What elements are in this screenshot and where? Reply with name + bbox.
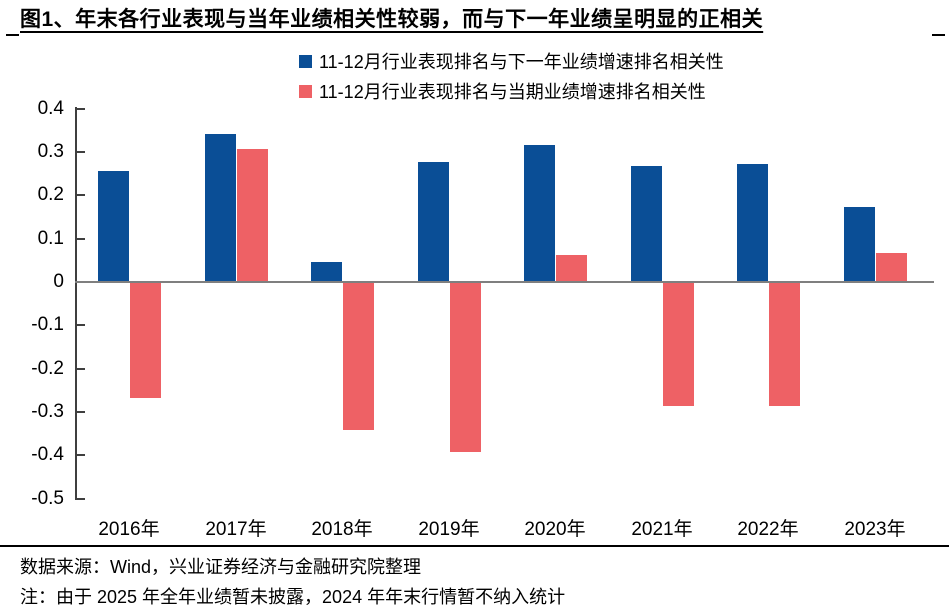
y-axis-tick — [77, 108, 85, 110]
bar-2022年-series1 — [737, 164, 768, 281]
y-axis-tick — [77, 238, 85, 240]
y-axis-tick-label: 0.2 — [37, 184, 64, 205]
bar-2020年-series2 — [556, 255, 587, 281]
x-axis-label: 2016年 — [98, 519, 160, 540]
bar-2018年-series1 — [311, 262, 342, 281]
x-axis-label: 2020年 — [524, 519, 586, 540]
chart-legend: 11-12月行业表现排名与下一年业绩增速排名相关性 11-12月行业表现排名与当期… — [299, 51, 724, 111]
legend-label: 11-12月行业表现排名与下一年业绩增速排名相关性 — [319, 52, 724, 72]
right-edge-rule — [932, 34, 945, 36]
bar-2018年-series2 — [343, 283, 374, 430]
bar-chart-plot: 0.4 0.3 0.2 0.1 0 -0.1 -0.2 -0.3 -0.4 -0.5 2016年 20… — [31, 98, 934, 540]
y-axis-tick — [77, 411, 85, 413]
y-axis-tick-label: 0.1 — [37, 228, 64, 249]
x-axis-label: 2021年 — [631, 519, 693, 540]
y-axis-tick — [77, 368, 85, 370]
y-axis-tick-label: -0.5 — [31, 488, 64, 509]
zero-baseline — [75, 281, 934, 283]
x-axis-label: 2018年 — [311, 519, 373, 540]
bar-2023年-series2 — [876, 253, 907, 281]
y-axis-tick-label: -0.3 — [31, 401, 64, 422]
x-axis-label: 2019年 — [418, 519, 480, 540]
bar-2023年-series1 — [844, 207, 875, 281]
bar-2016年-series2 — [130, 283, 161, 398]
y-axis-tick — [77, 151, 85, 153]
y-axis-tick-label: 0 — [53, 271, 64, 292]
y-axis-tick — [77, 194, 85, 196]
bar-2019年-series1 — [418, 162, 449, 281]
y-axis-tick-label: -0.4 — [31, 444, 64, 465]
y-axis-tick — [77, 324, 85, 326]
legend-item: 11-12月行业表现排名与下一年业绩增速排名相关性 — [299, 51, 724, 72]
y-axis-tick-label: -0.1 — [31, 314, 64, 335]
y-axis-tick-label: 0.3 — [37, 141, 64, 162]
bar-2020年-series1 — [524, 145, 555, 281]
legend-label: 11-12月行业表现排名与当期业绩增速排名相关性 — [319, 82, 706, 102]
left-edge-rule — [6, 34, 19, 36]
bar-2016年-series1 — [98, 171, 129, 281]
x-axis-label: 2017年 — [205, 519, 267, 540]
figure-title: 图1、年末各行业表现与当年业绩相关性较弱，而与下一年业绩呈明显的正相关 — [20, 8, 764, 31]
y-axis-tick — [77, 498, 85, 500]
footnote-text: 注：由于 2025 年全年业绩暂未披露，2024 年年末行情暂不纳入统计 — [20, 587, 566, 607]
bar-2017年-series2 — [237, 149, 268, 281]
legend-swatch-icon — [299, 84, 312, 98]
y-axis-line — [75, 107, 77, 500]
data-source-text: 数据来源：Wind，兴业证券经济与金融研究院整理 — [20, 557, 422, 577]
x-axis-label: 2023年 — [844, 519, 906, 540]
y-axis-tick-label: -0.2 — [31, 358, 64, 379]
y-axis-tick — [77, 454, 85, 456]
bar-2022年-series2 — [769, 283, 800, 406]
x-axis-label: 2022年 — [737, 519, 799, 540]
legend-item: 11-12月行业表现排名与当期业绩增速排名相关性 — [299, 81, 724, 102]
footer-divider — [0, 545, 949, 547]
legend-swatch-icon — [299, 54, 312, 68]
y-axis-tick-label: 0.4 — [37, 98, 64, 119]
bar-2017年-series1 — [205, 134, 236, 281]
bar-2021年-series1 — [631, 166, 662, 281]
bar-2021年-series2 — [663, 283, 694, 406]
bar-2019年-series2 — [450, 283, 481, 452]
